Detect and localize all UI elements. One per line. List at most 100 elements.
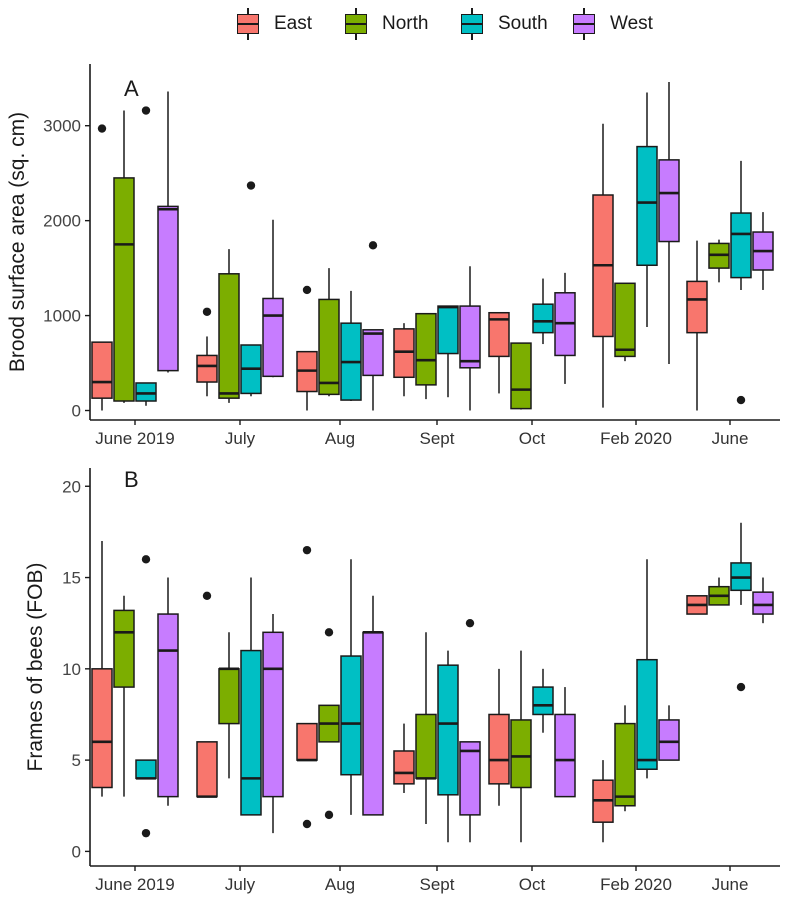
panel-b: 0 5 10 15 20 June 2019 July Aug Sept Oct Feb 2020 J… — [24, 467, 780, 894]
box-body — [296, 722, 318, 761]
x-tick-label: July — [225, 429, 256, 448]
box-west-2 — [362, 595, 384, 816]
legend-item-north: North — [338, 8, 428, 40]
box-body — [362, 329, 384, 377]
box-body — [658, 159, 680, 243]
box-body — [262, 297, 284, 378]
box-body — [459, 305, 481, 369]
box-north-2 — [318, 628, 340, 820]
box-west-5 — [658, 705, 680, 761]
outlier-point — [736, 395, 746, 405]
legend-label-west: West — [610, 13, 653, 34]
y-tick-label: 5 — [72, 751, 81, 770]
outlier-point — [324, 628, 334, 637]
box-east-4 — [488, 668, 510, 806]
outlier-point — [324, 810, 334, 820]
box-body — [415, 312, 437, 386]
legend-label-south: South — [498, 13, 548, 34]
box-body — [113, 609, 135, 688]
box-body — [658, 719, 680, 761]
box-north-1 — [218, 249, 240, 403]
box-east-2 — [296, 285, 318, 411]
box-body — [686, 280, 708, 334]
box-north-5 — [614, 282, 636, 362]
box-east-5 — [592, 123, 614, 408]
x-tick-label: Aug — [325, 429, 355, 448]
box-body — [218, 668, 240, 725]
box-body — [532, 686, 554, 716]
box-body — [393, 328, 415, 379]
box-body — [157, 613, 179, 798]
y-tick-label: 2000 — [43, 212, 81, 231]
box-west-4 — [554, 687, 576, 798]
box-south-2 — [340, 290, 362, 402]
box-body — [752, 591, 774, 615]
box-south-5 — [636, 92, 658, 327]
box-body — [488, 713, 510, 785]
y-axis-label: Brood surface area (sq. cm) — [6, 112, 29, 372]
box-body — [636, 658, 658, 770]
outlier-point — [368, 241, 378, 250]
box-body — [437, 664, 459, 796]
panel-label: B — [124, 467, 139, 492]
box-south-3 — [437, 650, 459, 843]
legend-key-east — [230, 8, 266, 40]
panel-a: 0 1000 2000 3000 June 2019 July Aug Sept Oct Feb … — [6, 64, 780, 448]
y-tick-label: 10 — [62, 660, 81, 679]
box-body — [218, 273, 240, 399]
box-south-1 — [240, 181, 262, 397]
box-west-0 — [157, 91, 179, 373]
box-body — [340, 655, 362, 776]
y-axis-label: Frames of bees (FOB) — [24, 563, 47, 772]
y-tick-label: 20 — [62, 477, 81, 496]
box-body — [459, 741, 481, 816]
box-south-4 — [532, 278, 554, 345]
box-north-5 — [614, 705, 636, 812]
box-body — [393, 750, 415, 785]
box-body — [415, 713, 437, 780]
x-tick-label: June 2019 — [95, 429, 174, 448]
box-body — [135, 759, 157, 780]
x-tick-label: Sept — [420, 429, 455, 448]
y-tick-label: 3000 — [43, 117, 81, 136]
box-west-1 — [262, 614, 284, 834]
outlier-point — [246, 181, 256, 190]
box-north-3 — [415, 632, 437, 825]
box-south-0 — [135, 106, 157, 406]
x-tick-label: June 2019 — [95, 875, 174, 894]
x-tick-label: July — [225, 875, 256, 894]
outlier-point — [141, 555, 151, 564]
panel-label: A — [124, 76, 139, 101]
box-body — [554, 713, 576, 798]
box-body — [240, 649, 262, 816]
x-tick-label: Oct — [519, 429, 546, 448]
box-east-1 — [196, 591, 218, 798]
outlier-point — [465, 618, 475, 628]
x-tick-label: Feb 2020 — [600, 429, 672, 448]
box-west-3 — [459, 266, 481, 411]
box-south-2 — [340, 559, 362, 815]
legend-key-north — [338, 8, 374, 40]
box-west-0 — [157, 577, 179, 806]
box-east-2 — [296, 545, 318, 829]
box-north-0 — [113, 595, 135, 797]
box-south-0 — [135, 555, 157, 838]
box-body — [730, 212, 752, 279]
outlier-point — [736, 682, 746, 692]
box-east-1 — [196, 307, 218, 397]
y-tick-label: 0 — [72, 842, 81, 861]
box-body — [135, 382, 157, 402]
box-north-4 — [510, 342, 532, 410]
box-west-2 — [362, 241, 384, 411]
box-body — [510, 719, 532, 789]
outlier-point — [202, 591, 212, 600]
box-north-1 — [218, 632, 240, 779]
y-tick-label: 15 — [62, 569, 81, 588]
box-body — [91, 668, 113, 789]
legend-key-south — [454, 8, 490, 40]
legend-item-east: East — [230, 8, 312, 40]
box-north-3 — [415, 312, 437, 400]
outlier-point — [302, 545, 312, 555]
box-east-0 — [91, 541, 113, 797]
